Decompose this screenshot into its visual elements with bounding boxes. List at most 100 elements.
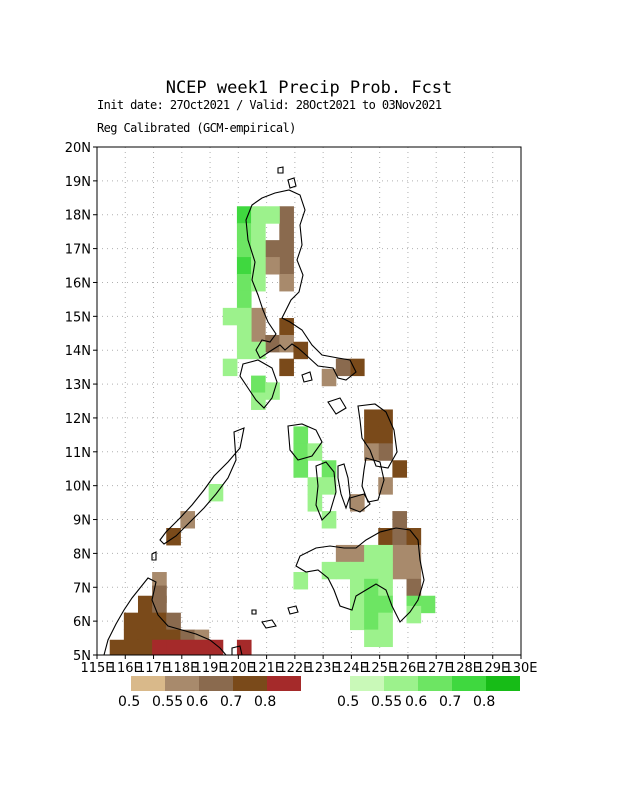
coastline-borneo — [103, 577, 227, 655]
above-normal-cell — [307, 477, 323, 495]
colorbar-below-normal — [131, 676, 301, 691]
below-normal-cell — [378, 477, 393, 495]
x-tick-label: 121E — [250, 661, 283, 676]
x-axis-ticks: 115E116E117E118E119E120E121E122E123E124E… — [80, 655, 538, 676]
below-normal-cell — [279, 274, 294, 292]
above-normal-cell — [378, 612, 393, 631]
below-normal-cell — [279, 206, 294, 224]
coastline-samar — [357, 403, 398, 469]
colorbar-below-label: 0.5 — [118, 694, 141, 710]
above-normal-cell — [236, 274, 252, 292]
x-tick-label: 117E — [137, 661, 170, 676]
above-normal-cell — [251, 240, 266, 258]
above-normal-cell — [349, 578, 365, 597]
y-tick-label: 17N — [65, 243, 91, 258]
colorbar-above-swatch — [452, 676, 486, 691]
above-normal-cell — [364, 595, 379, 614]
below-normal-cell — [265, 240, 280, 258]
y-tick-label: 7N — [73, 581, 91, 596]
coastline-leyte — [361, 457, 385, 503]
below-normal-cell — [406, 578, 422, 597]
above-normal-cell — [251, 341, 266, 360]
chart-title: NCEP week1 Precip Prob. Fcst — [165, 78, 453, 98]
colorbar-below-swatch — [233, 676, 267, 691]
x-tick-label: 124E — [335, 661, 368, 676]
below-normal-cell — [265, 257, 280, 275]
x-tick-label: 122E — [278, 661, 311, 676]
above-normal-cell — [321, 477, 337, 495]
y-tick-label: 13N — [65, 378, 91, 393]
y-tick-label: 8N — [73, 547, 91, 562]
above-normal-cell — [236, 341, 252, 360]
above-normal-cell — [321, 561, 337, 580]
y-tick-label: 19N — [65, 175, 91, 190]
colorbar-below-label: 0.7 — [220, 694, 243, 710]
above-normal-cell — [293, 460, 309, 478]
x-tick-label: 125E — [363, 661, 396, 676]
colorbar-above-swatch — [350, 676, 384, 691]
x-tick-label: 123E — [307, 661, 340, 676]
colorbar-below-swatch — [199, 676, 233, 691]
below-normal-cell — [378, 443, 393, 461]
below-normal-cell — [166, 612, 181, 631]
above-normal-cell — [420, 595, 436, 614]
coastline-panay — [287, 423, 323, 461]
x-tick-label: 115E — [80, 661, 113, 676]
above-normal-cell — [378, 629, 393, 648]
above-normal-cell — [349, 595, 365, 614]
below-normal-cell — [321, 368, 337, 387]
coastline-negros — [315, 461, 337, 521]
y-tick-label: 15N — [65, 310, 91, 325]
above-normal-cell — [293, 443, 309, 461]
y-tick-label: 5N — [73, 649, 91, 664]
colorbar-above-label: 0.8 — [473, 694, 496, 710]
colorbar-above-label: 0.5 — [337, 694, 360, 710]
above-normal-cell — [307, 494, 323, 512]
x-tick-label: 126E — [391, 661, 424, 676]
below-normal-cell — [152, 639, 167, 655]
above-normal-cell — [236, 223, 252, 241]
above-normal-cell — [349, 612, 365, 631]
colorbar-above-swatch — [384, 676, 418, 691]
colorbar-below-swatch — [165, 676, 199, 691]
colorbar-below-swatch — [267, 676, 301, 691]
below-normal-cell — [406, 544, 422, 563]
below-normal-cell — [378, 426, 393, 444]
above-normal-cell — [378, 578, 393, 597]
below-normal-cell — [194, 639, 210, 655]
below-normal-cell — [180, 639, 196, 655]
y-tick-label: 20N — [65, 141, 91, 156]
below-normal-cell — [137, 639, 153, 655]
subtitle-dates: Init date: 27Oct2021 / Valid: 28Oct2021 … — [97, 98, 442, 112]
y-tick-label: 9N — [73, 514, 91, 529]
below-normal-cell — [392, 511, 408, 529]
below-normal-cell — [364, 443, 379, 461]
colorbar-above-swatch — [418, 676, 452, 691]
below-normal-cell — [335, 358, 351, 377]
x-tick-label: 119E — [194, 661, 227, 676]
colorbar-above-label: 0.7 — [439, 694, 462, 710]
coastline-mindoro — [239, 359, 278, 409]
subtitle-method: Reg Calibrated (GCM-empirical) — [97, 121, 296, 135]
below-normal-cell — [364, 409, 379, 427]
above-normal-cell — [251, 206, 266, 224]
x-tick-label: 118E — [165, 661, 198, 676]
colorbar-above-normal — [350, 676, 520, 691]
below-normal-cell — [152, 612, 167, 631]
below-normal-cell — [349, 358, 365, 377]
below-normal-cell — [349, 544, 365, 563]
x-tick-label: 130E — [504, 661, 537, 676]
above-normal-cell — [406, 605, 422, 624]
above-normal-cell — [293, 426, 309, 444]
y-tick-label: 16N — [65, 276, 91, 291]
coastline-luzon — [245, 189, 357, 381]
below-normal-cell — [392, 561, 408, 580]
coastlines — [103, 166, 425, 655]
below-normal-cell — [406, 561, 422, 580]
above-normal-cell — [236, 240, 252, 258]
coastline-palawan — [159, 427, 245, 545]
y-tick-label: 14N — [65, 344, 91, 359]
below-normal-cell — [208, 639, 224, 655]
x-tick-label: 127E — [420, 661, 453, 676]
above-normal-cell — [335, 561, 351, 580]
